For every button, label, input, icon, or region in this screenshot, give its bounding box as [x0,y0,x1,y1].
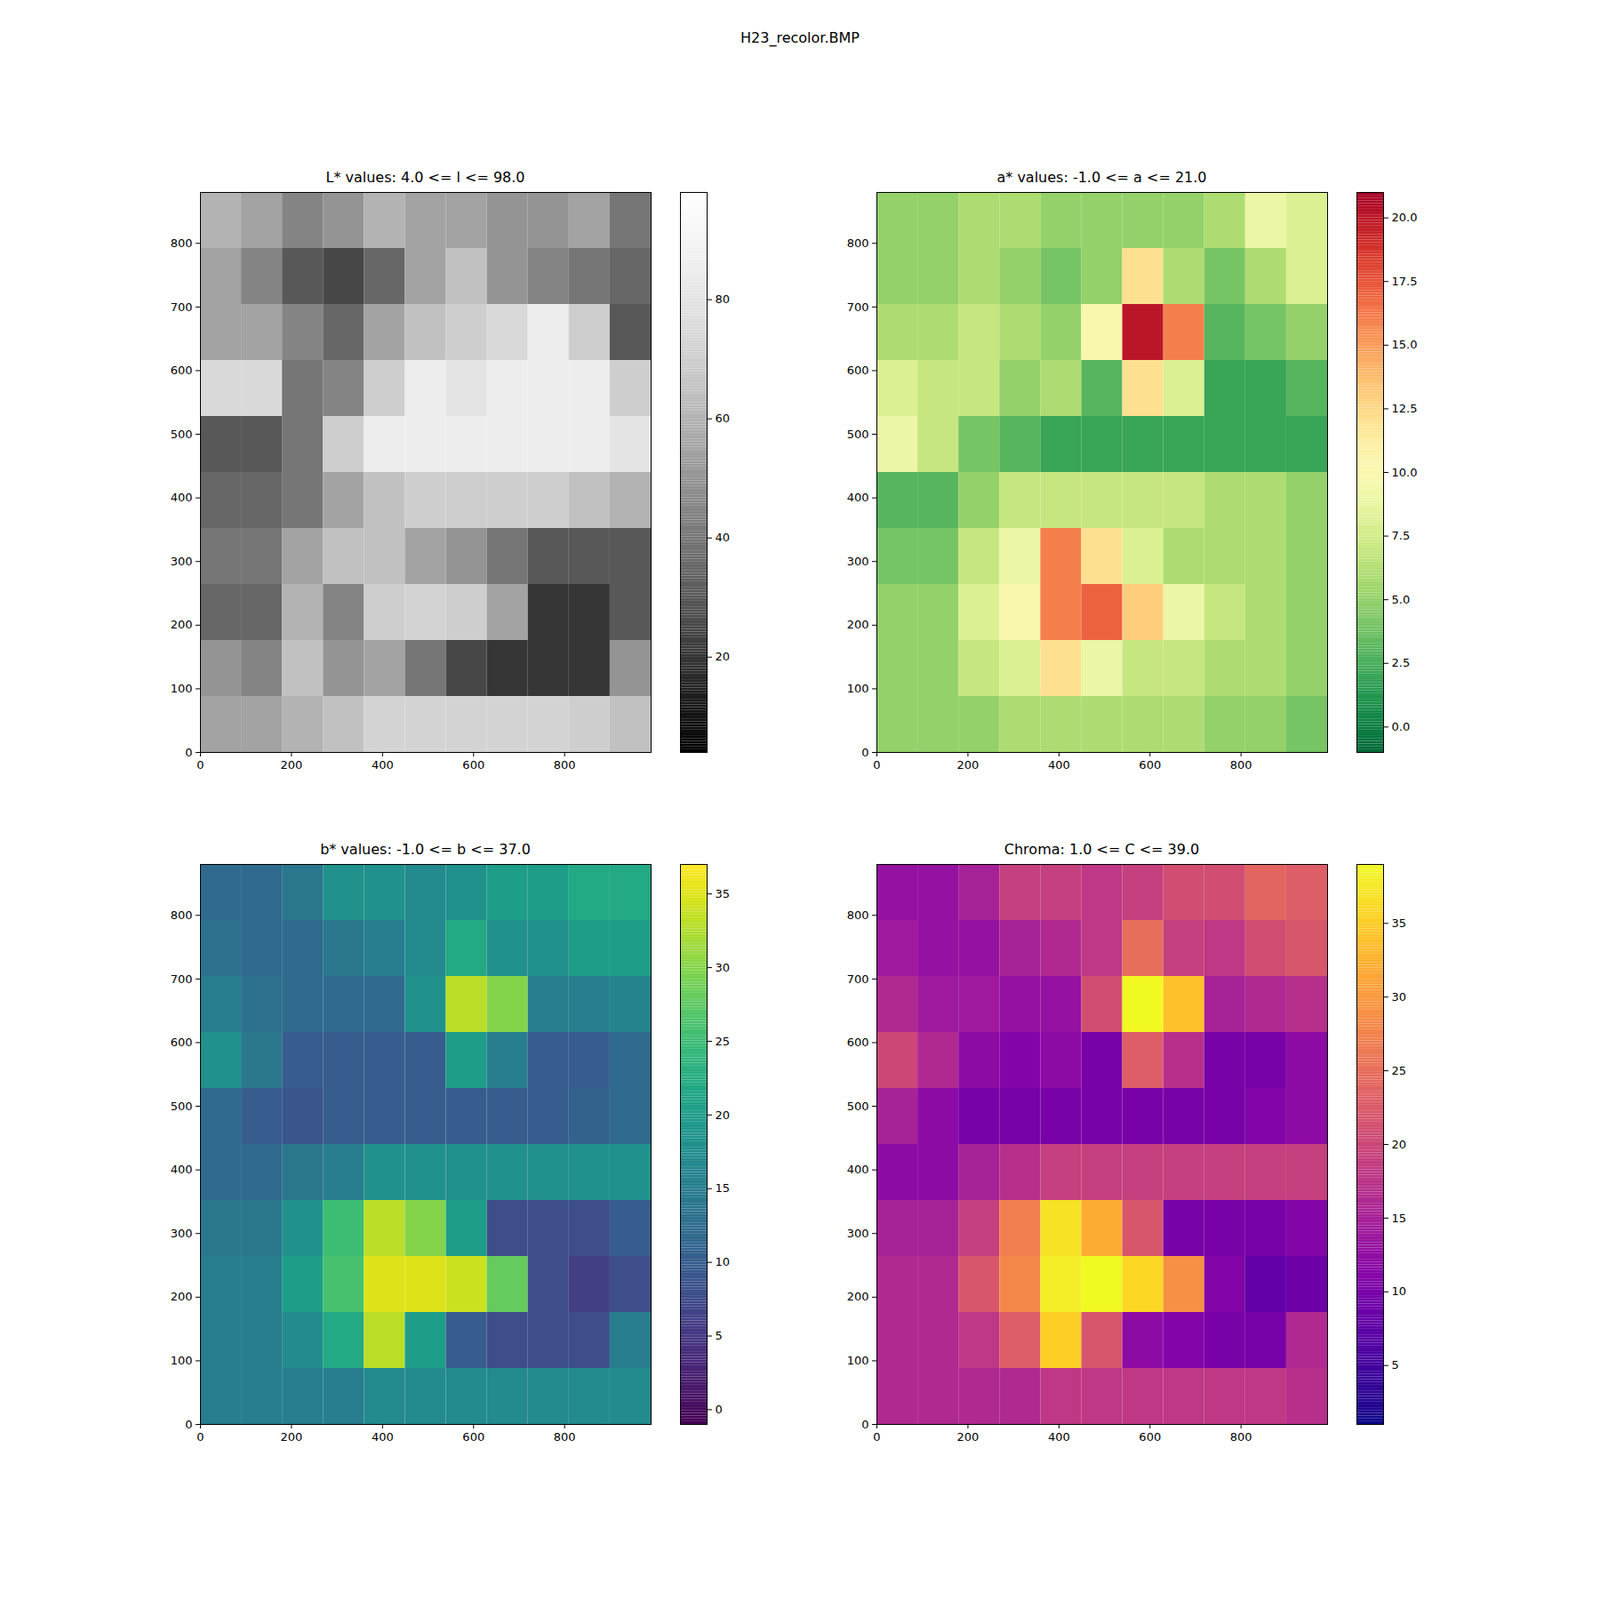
svg-text:5: 5 [1392,1358,1400,1372]
svg-text:100: 100 [847,681,870,696]
svg-text:600: 600 [170,363,193,377]
svg-text:700: 700 [170,972,193,986]
svg-text:0: 0 [872,758,880,772]
svg-text:200: 200 [170,617,193,632]
svg-text:800: 800 [170,908,193,922]
svg-text:500: 500 [170,1099,193,1113]
svg-text:25: 25 [715,1034,731,1048]
svg-text:400: 400 [371,1430,394,1444]
svg-text:10.0: 10.0 [1392,465,1418,480]
svg-text:500: 500 [847,427,870,441]
svg-text:400: 400 [1048,758,1071,772]
svg-text:40: 40 [715,530,731,544]
svg-text:15: 15 [1392,1211,1408,1225]
html-text:L* values: 4.0 <= l <= 98.0: L* values: 4.0 <= l <= 98.0 [325,168,525,186]
svg-text:12.5: 12.5 [1392,401,1418,416]
svg-text:800: 800 [553,1430,576,1444]
svg-text:600: 600 [1138,758,1161,772]
html-text:H23_recolor.BMP: H23_recolor.BMP [740,29,860,47]
svg-text:0: 0 [196,1430,204,1444]
svg-text:200: 200 [280,758,304,772]
svg-text:800: 800 [170,236,193,250]
svg-text:0: 0 [184,1417,192,1432]
svg-text:15.0: 15.0 [1392,337,1418,352]
svg-text:15: 15 [715,1181,731,1195]
svg-text:600: 600 [462,1430,485,1444]
svg-text:200: 200 [957,758,980,772]
svg-text:10: 10 [1392,1284,1408,1298]
svg-text:800: 800 [1230,1430,1253,1444]
html-text:b* values: -1.0 <= b <= 37.0: b* values: -1.0 <= b <= 37.0 [320,840,531,858]
svg-text:500: 500 [847,1099,870,1113]
svg-text:0: 0 [196,758,204,772]
svg-text:0: 0 [715,1402,723,1416]
svg-text:20: 20 [1392,1137,1408,1152]
svg-text:0: 0 [872,1430,880,1444]
svg-text:800: 800 [847,236,870,250]
html-text:a* values: -1.0 <= a <= 21.0: a* values: -1.0 <= a <= 21.0 [996,168,1207,186]
svg-text:10: 10 [715,1255,731,1269]
svg-text:100: 100 [847,1353,870,1368]
svg-text:500: 500 [170,427,193,441]
svg-text:30: 30 [715,960,731,975]
svg-text:35: 35 [715,887,731,901]
svg-text:80: 80 [715,292,731,306]
svg-text:600: 600 [170,1035,193,1049]
svg-text:600: 600 [1138,1430,1161,1444]
svg-text:0.0: 0.0 [1392,720,1411,734]
svg-text:200: 200 [957,1430,980,1444]
svg-text:200: 200 [170,1289,193,1304]
svg-text:700: 700 [847,300,870,314]
svg-text:400: 400 [847,1162,870,1176]
svg-text:700: 700 [847,972,870,986]
svg-text:400: 400 [1048,1430,1071,1444]
svg-text:600: 600 [847,1035,870,1049]
svg-text:30: 30 [1392,990,1408,1004]
svg-text:5: 5 [715,1328,723,1343]
svg-text:400: 400 [170,490,193,504]
svg-text:2.5: 2.5 [1392,656,1411,670]
svg-text:400: 400 [170,1162,193,1176]
svg-text:200: 200 [847,1289,870,1304]
svg-text:5.0: 5.0 [1392,592,1411,607]
svg-text:800: 800 [847,908,870,922]
svg-text:600: 600 [462,758,485,772]
svg-text:7.5: 7.5 [1392,528,1411,543]
svg-text:300: 300 [847,1226,870,1240]
svg-text:20.0: 20.0 [1392,210,1418,224]
svg-text:700: 700 [170,300,193,314]
svg-text:0: 0 [861,745,869,760]
svg-text:300: 300 [170,1226,193,1240]
svg-text:400: 400 [847,490,870,504]
svg-text:200: 200 [280,1430,304,1444]
svg-text:17.5: 17.5 [1392,274,1418,288]
svg-text:400: 400 [371,758,394,772]
svg-text:200: 200 [847,617,870,632]
svg-text:600: 600 [847,363,870,377]
svg-text:300: 300 [170,554,193,568]
svg-text:20: 20 [715,1108,731,1122]
svg-text:35: 35 [1392,916,1408,930]
svg-text:300: 300 [847,554,870,568]
svg-text:25: 25 [1392,1064,1408,1078]
svg-text:100: 100 [170,681,193,696]
svg-text:60: 60 [715,411,731,425]
svg-text:800: 800 [1230,758,1253,772]
svg-text:100: 100 [170,1353,193,1368]
svg-text:0: 0 [184,745,192,760]
svg-text:20: 20 [715,649,731,664]
svg-text:0: 0 [861,1417,869,1432]
html-text:Chroma: 1.0 <= C <= 39.0: Chroma: 1.0 <= C <= 39.0 [1004,840,1200,858]
svg-text:800: 800 [553,758,576,772]
